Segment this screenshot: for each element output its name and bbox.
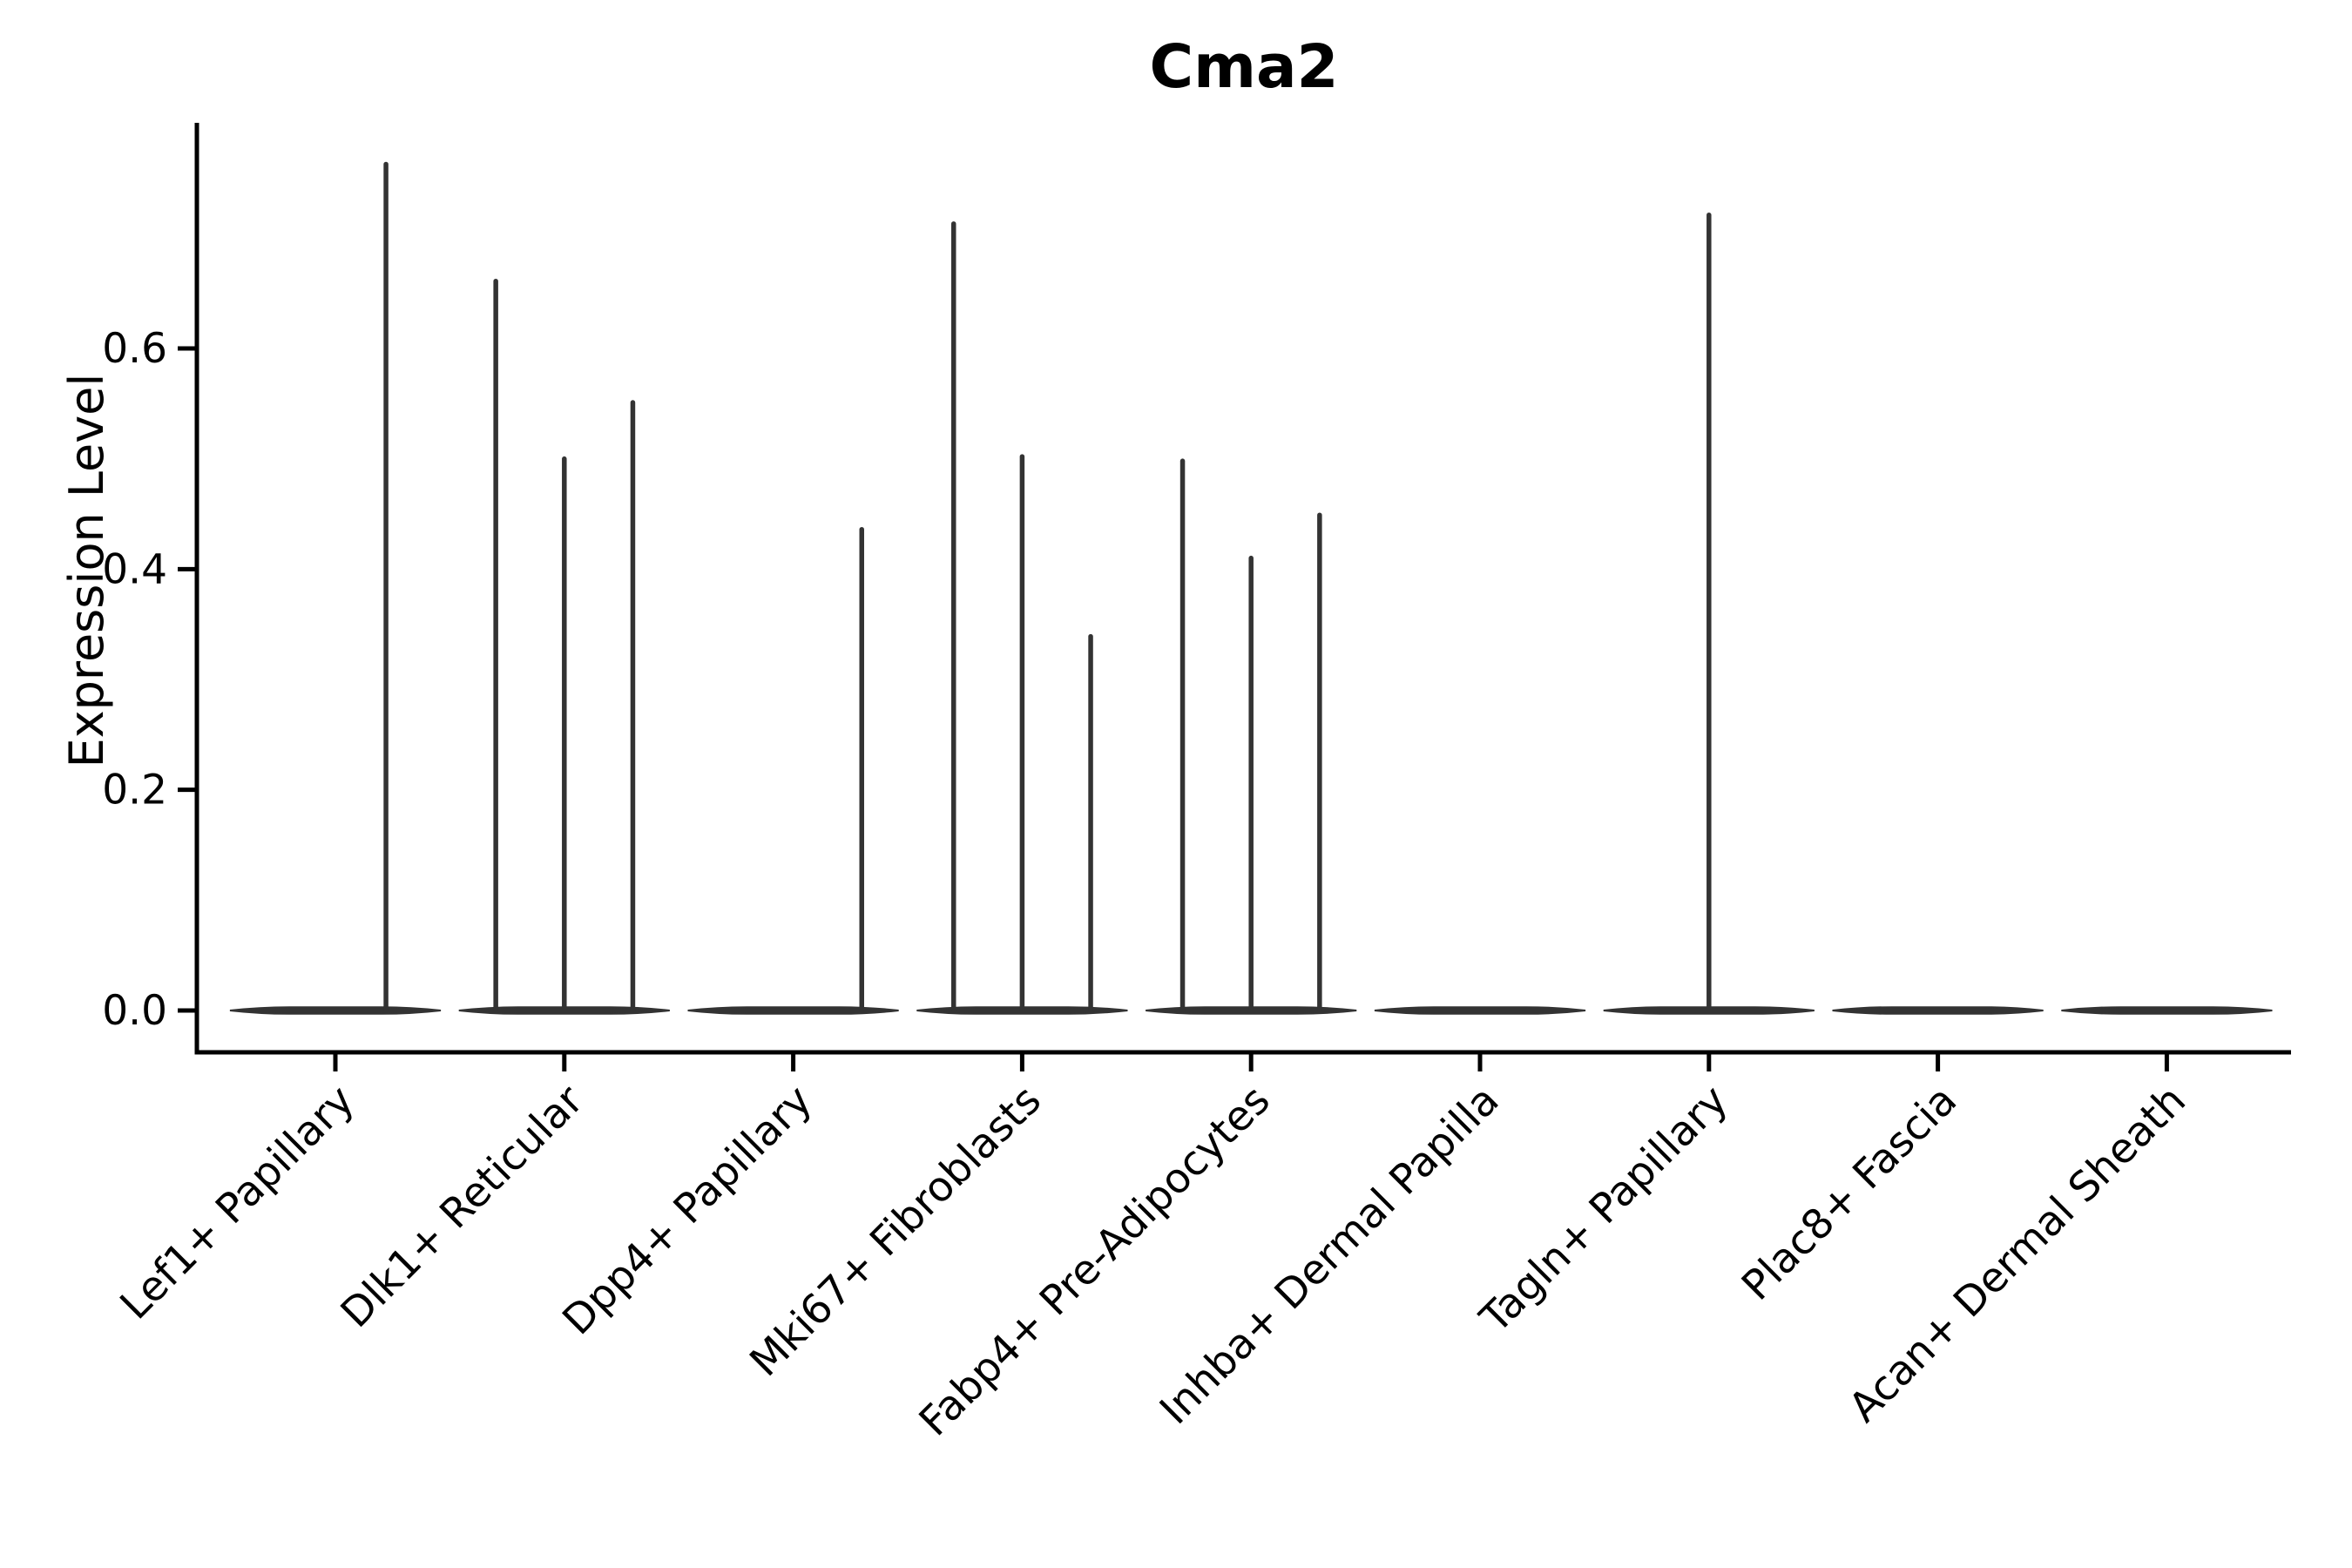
x-tick-label: Plac8+ Fascia — [1733, 1077, 1966, 1310]
chart-title: Cma2 — [1149, 32, 1338, 102]
violin — [229, 1006, 442, 1015]
y-axis-label: Expression Level — [59, 374, 114, 768]
y-tick-label: 0.4 — [102, 545, 167, 593]
y-tick-label: 0.6 — [102, 325, 167, 373]
x-tick-label: Tagln+ Papillary — [1470, 1077, 1737, 1343]
x-tick-label: Dlk1+ Reticular — [332, 1076, 593, 1337]
violin — [1374, 1006, 1586, 1015]
x-tick-label: Dpp4+ Papillary — [553, 1077, 821, 1345]
y-tick-label: 0.0 — [102, 987, 167, 1035]
violin — [2061, 1006, 2273, 1015]
violin — [1832, 1006, 2044, 1015]
x-tick-label: Lef1+ Papillary — [112, 1077, 364, 1329]
violin — [687, 1006, 899, 1015]
y-tick-label: 0.2 — [102, 767, 167, 814]
